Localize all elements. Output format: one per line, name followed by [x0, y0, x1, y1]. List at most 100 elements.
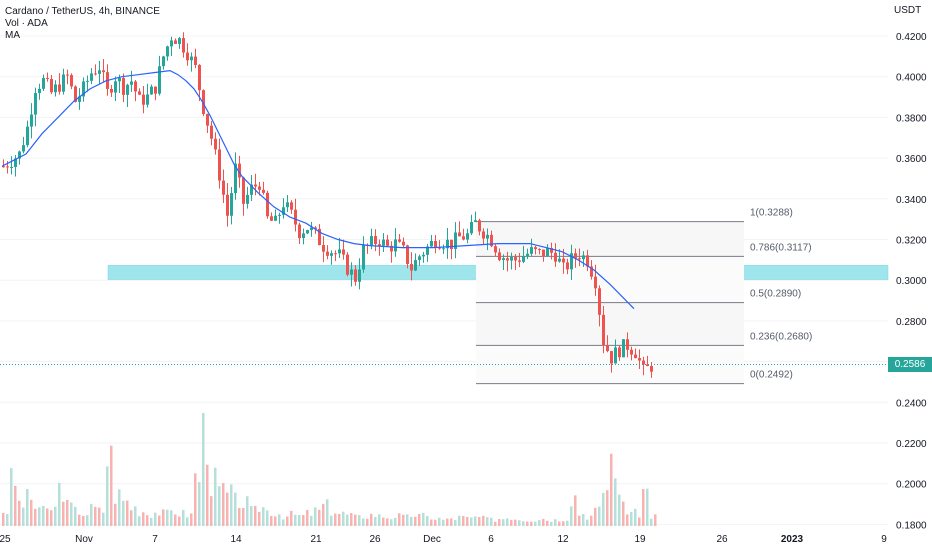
- moving-average: [1, 69, 635, 310]
- candle-body: [534, 247, 537, 250]
- volume-bar: [82, 515, 85, 526]
- ma-indicator-label[interactable]: MA: [5, 30, 20, 41]
- y-tick-label: 0.3400: [896, 195, 927, 206]
- y-tick-label: 0.4200: [896, 32, 927, 43]
- y-tick-label: 0.2800: [896, 317, 927, 328]
- candle-body: [202, 90, 205, 115]
- time-axis[interactable]: 25 Nov 7 14 21 26 Dec 6 12 19 26 2023 9: [0, 534, 887, 545]
- volume-bar: [206, 464, 209, 526]
- volume-bar: [210, 496, 213, 526]
- candle-body: [458, 232, 461, 237]
- candle-body: [14, 158, 17, 167]
- volume-bar: [490, 517, 493, 526]
- volume-bar: [86, 515, 89, 526]
- candle-body: [550, 248, 553, 253]
- symbol-title[interactable]: Cardano / TetherUS, 4h, BINANCE: [5, 6, 160, 17]
- volume-bar: [310, 515, 313, 526]
- volume-bar: [554, 519, 557, 526]
- candle-body: [378, 244, 381, 246]
- candle-body: [554, 252, 557, 262]
- candle-body: [634, 354, 637, 359]
- volume-bar: [190, 513, 193, 526]
- volume-bar: [78, 514, 81, 526]
- volume-bar: [334, 513, 337, 526]
- chart-legend: Cardano / TetherUS, 4h, BINANCE Vol · AD…: [5, 6, 160, 42]
- candle-body: [134, 81, 137, 92]
- x-tick-label: 9: [881, 534, 887, 545]
- volume-bar: [118, 489, 121, 526]
- candle-body: [638, 358, 641, 361]
- candle-body: [30, 114, 33, 127]
- volume-bar: [230, 484, 233, 526]
- candle-body: [594, 276, 597, 289]
- volume-bar: [66, 500, 69, 526]
- volume-bar: [290, 510, 293, 526]
- candle-body: [110, 88, 113, 93]
- volume-bar: [46, 508, 49, 526]
- volume-bar: [258, 511, 261, 526]
- volume-bar: [342, 511, 345, 526]
- volume-bar: [318, 509, 321, 526]
- volume-bar: [594, 507, 597, 526]
- candle-body: [522, 256, 525, 262]
- candle-body: [274, 215, 277, 221]
- volume-bar: [606, 490, 609, 526]
- volume-bar: [506, 518, 509, 526]
- volume-bar: [650, 518, 653, 526]
- candle-body: [278, 214, 281, 216]
- volume-bar: [138, 516, 141, 526]
- y-tick-label: 0.2400: [896, 398, 927, 409]
- candle-body: [546, 248, 549, 257]
- candle-body: [446, 239, 449, 249]
- volume-bar: [530, 521, 533, 526]
- candle-body: [22, 145, 25, 152]
- y-tick-label: 0.3200: [896, 236, 927, 247]
- candle-body: [370, 236, 373, 246]
- volume-bar: [462, 516, 465, 526]
- volume-bar: [646, 488, 649, 526]
- price-axis[interactable]: 0.4200 0.4000 0.3800 0.3600 0.3400 0.3200 0.30…: [896, 32, 927, 531]
- volume-bar: [598, 506, 601, 526]
- volume-bar: [378, 514, 381, 526]
- candle-body: [258, 186, 261, 190]
- volume-bar: [590, 515, 593, 526]
- candle-body: [570, 253, 573, 270]
- volume-bar: [122, 500, 125, 526]
- volume-bar: [314, 507, 317, 526]
- candle-body: [206, 114, 209, 126]
- volume-bar: [274, 516, 277, 526]
- volume-bar: [10, 468, 13, 526]
- volume-bar: [562, 521, 565, 526]
- candle-body: [174, 40, 177, 44]
- volume-indicator-label[interactable]: Vol · ADA: [5, 18, 48, 29]
- volume-bar: [42, 505, 45, 526]
- x-tick-label: 19: [634, 534, 646, 545]
- volume-bar: [410, 516, 413, 526]
- volume-bars: [2, 412, 657, 526]
- candle-body: [94, 73, 97, 75]
- volume-bar: [242, 507, 245, 526]
- volume-bar: [50, 510, 53, 526]
- candle-body: [190, 56, 193, 61]
- volume-bar: [454, 519, 457, 526]
- candle-body: [54, 84, 57, 93]
- volume-bar: [418, 514, 421, 526]
- x-tick-label: 26: [369, 534, 381, 545]
- candle-body: [82, 81, 85, 97]
- candle-body: [582, 255, 585, 260]
- volume-bar: [174, 514, 177, 526]
- volume-bar: [390, 519, 393, 526]
- candle-body: [198, 65, 201, 91]
- volume-bar: [270, 515, 273, 526]
- volume-bar: [250, 505, 253, 526]
- volume-bar: [234, 492, 237, 526]
- volume-bar: [634, 508, 637, 526]
- volume-bar: [346, 514, 349, 526]
- candle-body: [186, 52, 189, 61]
- volume-bar: [382, 517, 385, 526]
- volume-bar: [614, 478, 617, 526]
- volume-bar: [438, 517, 441, 526]
- candle-body: [250, 184, 253, 195]
